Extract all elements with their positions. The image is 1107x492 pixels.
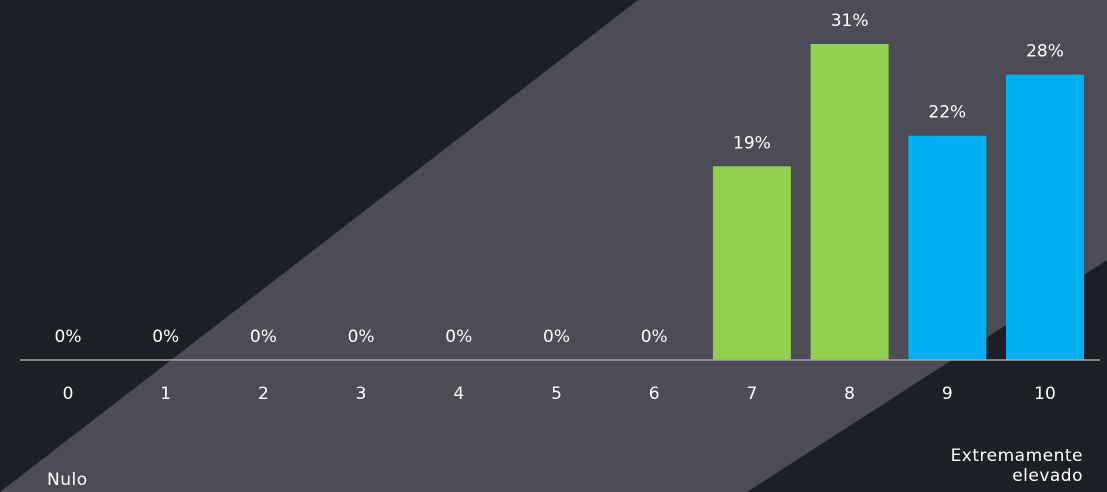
value-label-5: 0% <box>543 327 570 347</box>
value-label-2: 0% <box>250 327 277 347</box>
tick-label-3: 3 <box>356 384 367 404</box>
tick-label-5: 5 <box>551 384 562 404</box>
tick-label-9: 9 <box>942 384 953 404</box>
tick-label-0: 0 <box>63 384 74 404</box>
tick-label-10: 10 <box>1034 384 1056 404</box>
value-label-10: 28% <box>1026 42 1064 62</box>
tick-label-6: 6 <box>649 384 660 404</box>
value-label-0: 0% <box>55 327 82 347</box>
bar-10 <box>1006 74 1084 360</box>
value-label-7: 19% <box>733 133 771 153</box>
bar-7 <box>712 166 791 360</box>
value-label-3: 0% <box>348 327 375 347</box>
value-label-9: 22% <box>928 103 966 123</box>
scale-min-label: Nulo <box>47 470 88 490</box>
value-label-4: 0% <box>445 327 472 347</box>
value-label-8: 31% <box>831 11 869 31</box>
tick-label-2: 2 <box>258 384 269 404</box>
bar-9 <box>908 135 987 360</box>
value-label-6: 0% <box>641 327 668 347</box>
tick-label-8: 8 <box>844 384 855 404</box>
tick-label-7: 7 <box>746 384 757 404</box>
bar-8 <box>810 44 889 360</box>
tick-label-1: 1 <box>160 384 171 404</box>
scale-max-label-line1: Extremamente <box>950 446 1083 466</box>
tick-label-4: 4 <box>453 384 464 404</box>
scale-max-label: Extremamente elevado <box>863 446 1083 486</box>
scale-max-label-line2: elevado <box>1012 466 1083 486</box>
value-label-1: 0% <box>152 327 179 347</box>
